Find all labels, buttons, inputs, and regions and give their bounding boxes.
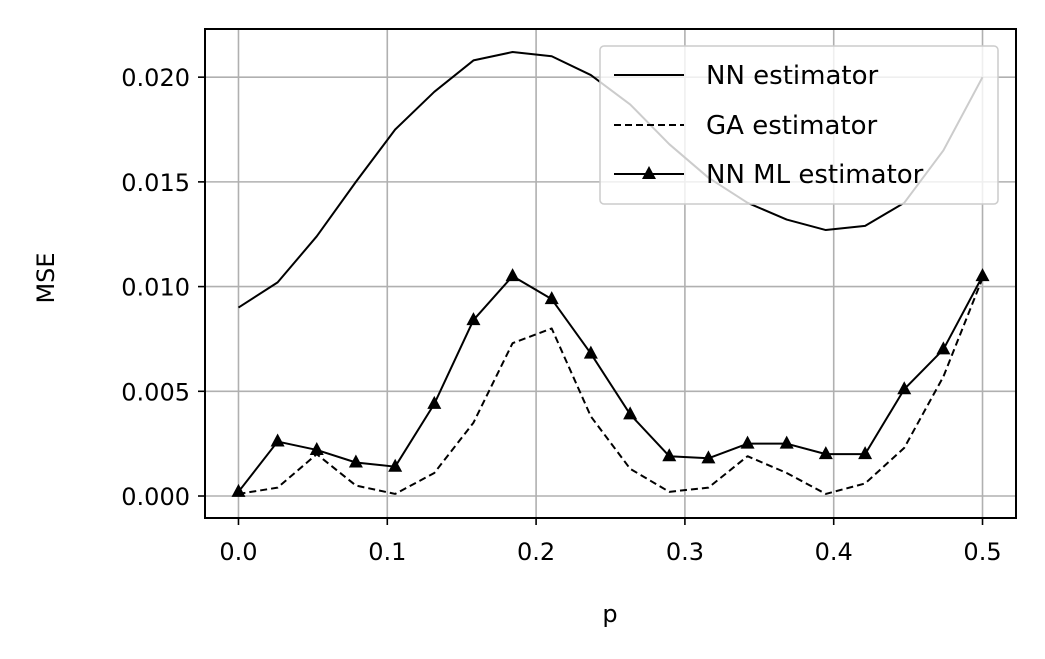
data-point-nn-ml-estimator	[583, 345, 598, 359]
legend-label-nn-estimator: NN estimator	[706, 61, 878, 91]
data-point-nn-ml-estimator	[623, 406, 638, 420]
y-axis-label: MSE	[32, 252, 60, 303]
axis-ticks: 0.0 0.1 0.2 0.3 0.4 0.5 0.000 0.005 0.010 0.015 0.…	[121, 64, 1001, 566]
series-line-ga-estimator	[238, 277, 984, 495]
legend-label-nn-ml-estimator: NN ML estimator	[706, 160, 924, 190]
legend-box	[599, 45, 999, 205]
x-tick-label: 0.4	[815, 538, 853, 566]
y-tick-label: 0.015	[121, 169, 190, 197]
data-point-nn-ml-estimator	[701, 450, 716, 464]
x-tick-label: 0.3	[666, 538, 704, 566]
data-point-nn-ml-estimator	[897, 381, 912, 395]
data-point-nn-ml-estimator	[936, 341, 951, 355]
legend-label-ga-estimator: GA estimator	[706, 111, 878, 141]
data-point-nn-ml-estimator	[270, 433, 285, 447]
y-tick-label: 0.000	[121, 483, 190, 511]
y-tick-label: 0.005	[121, 378, 190, 406]
data-point-nn-ml-estimator	[544, 291, 559, 305]
x-axis-label: p	[602, 600, 617, 628]
data-point-nn-ml-estimator	[466, 312, 481, 326]
y-tick-label: 0.020	[121, 64, 190, 92]
data-point-nn-ml-estimator	[858, 446, 873, 460]
x-tick-label: 0.2	[517, 538, 555, 566]
data-point-nn-ml-estimator	[662, 448, 677, 462]
data-point-nn-ml-estimator	[309, 441, 324, 455]
data-point-nn-ml-estimator	[975, 268, 990, 282]
x-tick-label: 0.1	[368, 538, 406, 566]
legend-marker-triangle-icon	[642, 166, 656, 179]
data-point-nn-ml-estimator	[818, 446, 833, 460]
data-point-nn-ml-estimator	[740, 435, 755, 449]
data-point-nn-ml-estimator	[231, 483, 246, 497]
data-point-nn-ml-estimator	[388, 458, 403, 472]
legend: NN estimator GA estimator NN ML estimato…	[599, 45, 999, 205]
x-tick-label: 0.5	[963, 538, 1001, 566]
data-point-nn-ml-estimator	[779, 435, 794, 449]
data-point-nn-ml-estimator	[427, 395, 442, 409]
series-line-nn-ml-estimator	[237, 275, 984, 493]
data-point-nn-ml-estimator	[348, 454, 363, 468]
x-tick-label: 0.0	[219, 538, 257, 566]
plot-frame	[204, 28, 1017, 519]
data-point-nn-ml-estimator	[505, 268, 520, 282]
y-tick-label: 0.010	[121, 274, 190, 302]
